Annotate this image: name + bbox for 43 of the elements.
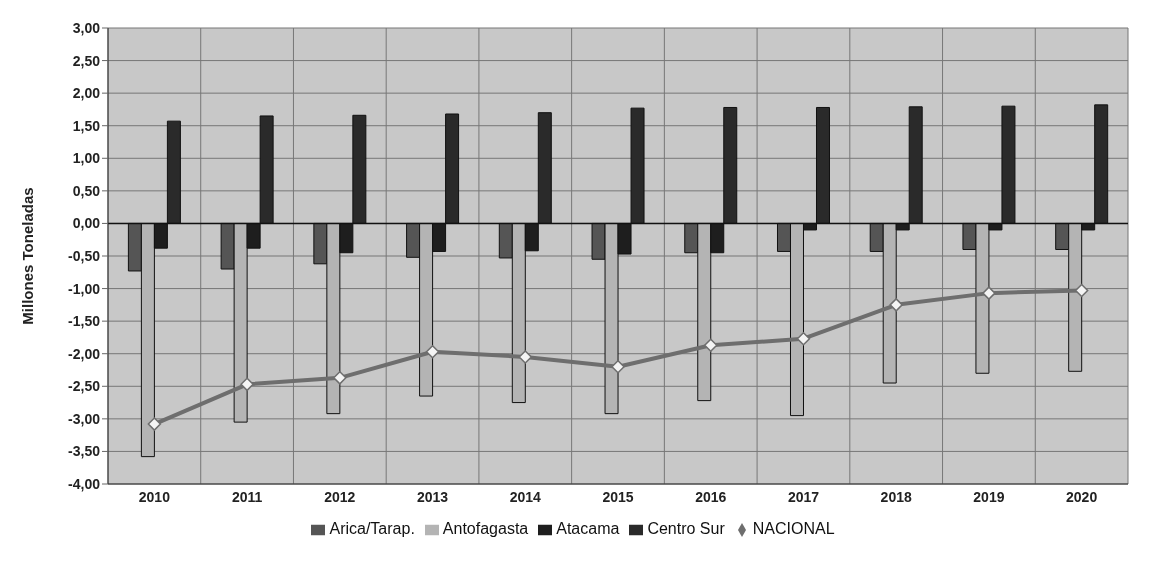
y-tick-label: 3,00 [72,19,101,36]
point [425,345,440,359]
y-tick-label: -2,00 [68,345,101,362]
point [611,359,625,374]
y-tick-label: 0,50 [72,182,101,199]
x-tick-label: 2011 [231,488,263,505]
point [333,371,347,385]
y-tick-label: -2,50 [68,378,101,395]
x-tick-label: 2010 [138,488,171,505]
y-tick-label: -3,00 [68,410,101,427]
x-tick-label: 2017 [787,488,820,505]
y-tick-label: 1,50 [72,117,101,134]
legend-label: Arica/Tarap. [329,520,415,537]
point [240,377,254,392]
legend-label: Atacama [556,520,620,537]
x-tick-label: 2020 [1066,488,1098,505]
x-tick-label: 2019 [973,488,1005,505]
legend-label: NACIONAL [752,520,835,537]
y-tick-label: 2,50 [72,52,101,69]
point [518,350,533,364]
point [889,298,903,312]
x-tick-label: 2018 [880,488,912,505]
legend-label: Antofagasta [442,520,529,537]
y-tick-label: -0,50 [68,247,101,264]
point [147,417,162,431]
point [796,331,811,346]
x-tick-label: 2016 [695,488,727,505]
point [982,286,996,300]
y-axis-title: Millones Toneladas [19,187,37,325]
x-tick-label: 2015 [602,488,634,505]
point [1074,283,1089,298]
x-tick-label: 2012 [324,488,356,505]
point [703,338,718,352]
y-tick-label: 1,00 [72,150,101,167]
y-tick-label: -4,00 [68,475,101,492]
y-tick-label: 0,00 [72,215,101,232]
y-tick-label: 2,00 [72,85,101,102]
legend-label: Centro Sur [647,520,725,537]
y-tick-label: -3,50 [68,443,101,460]
x-tick-label: 2014 [509,488,542,505]
y-tick-label: -1,50 [68,313,101,330]
x-tick-label: 2013 [416,488,449,505]
y-tick-label: -1,00 [68,280,101,297]
